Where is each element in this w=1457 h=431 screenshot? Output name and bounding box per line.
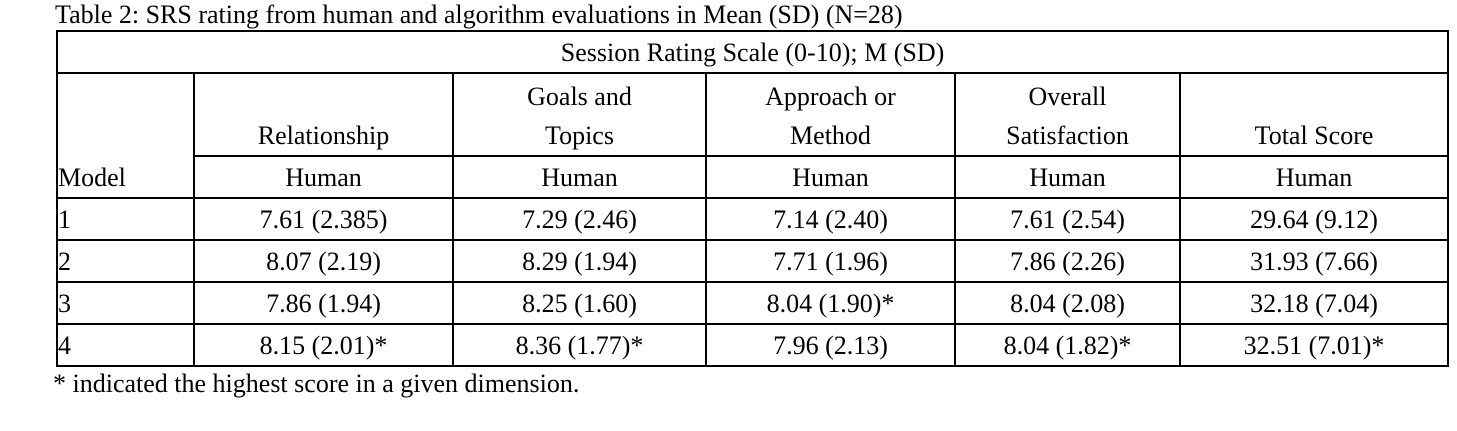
table-body: Session Rating Scale (0-10); M (SD) Mode…	[55, 30, 1450, 367]
value-cell: 7.29 (2.46)	[452, 197, 707, 241]
column-header: Approach or Method	[705, 72, 956, 157]
value-cell: 7.96 (2.13)	[705, 323, 956, 367]
value-cell: 32.18 (7.04)	[1178, 281, 1450, 325]
row-header: Model	[56, 72, 195, 199]
note: * indicated the highest score in a given…	[53, 369, 580, 398]
subheader: Human	[705, 155, 956, 199]
subheader: Human	[452, 155, 707, 199]
group-header-row: Session Rating Scale (0-10); M (SD)	[55, 30, 1450, 74]
value-cell: 8.29 (1.94)	[452, 239, 707, 283]
model-cell: 3	[56, 281, 195, 325]
value-cell: 7.86 (2.26)	[954, 239, 1181, 283]
group-header: Session Rating Scale (0-10); M (SD)	[55, 30, 1450, 74]
model-cell: 2	[56, 239, 195, 283]
data-row: 2 8.07 (2.19) 8.29 (1.94) 7.71 (1.96) 7.86 (…	[56, 239, 1450, 283]
value-cell: 8.36 (1.77)*	[452, 323, 707, 367]
table: Session Rating Scale (0-10); M (SD) Mode…	[55, 30, 1450, 367]
column-header: Goals and Topics	[452, 72, 707, 157]
column-header-text: Total Score	[1254, 121, 1374, 150]
value-cell: 8.04 (1.90)*	[705, 281, 956, 325]
value-cell: 31.93 (7.66)	[1178, 239, 1450, 283]
column-header-text: Goals and Topics	[527, 82, 632, 150]
value-cell: 7.71 (1.96)	[705, 239, 956, 283]
value-cell: 7.61 (2.385)	[193, 197, 454, 241]
value-cell: 8.04 (1.82)*	[954, 323, 1181, 367]
column-header-text: Relationship	[257, 121, 390, 150]
subheader: Human	[1178, 155, 1450, 199]
data-row: 4 8.15 (2.01)* 8.36 (1.77)* 7.96 (2.13) 8.04…	[56, 323, 1450, 367]
column-header-text: Overall Satisfaction	[1006, 82, 1129, 150]
data-row: 1 7.61 (2.385) 7.29 (2.46) 7.14 (2.40) 7.61 …	[56, 197, 1450, 241]
value-cell: 8.25 (1.60)	[452, 281, 707, 325]
value-cell: 7.86 (1.94)	[193, 281, 454, 325]
value-cell: 8.15 (2.01)*	[193, 323, 454, 367]
data-row: 3 7.86 (1.94) 8.25 (1.60) 8.04 (1.90)* 8.04 …	[56, 281, 1450, 325]
value-cell: 8.07 (2.19)	[193, 239, 454, 283]
value-cell: 32.51 (7.01)*	[1178, 323, 1450, 367]
value-cell: 29.64 (9.12)	[1178, 197, 1450, 241]
subheader: Human	[193, 155, 454, 199]
caption: Table 2: SRS rating from human and algor…	[55, 0, 903, 29]
column-header: Relationship	[193, 72, 454, 157]
subheader-row: Human Human Human Human Human	[57, 155, 1450, 199]
column-header-row: Model Relationship Goals and Topics Approac…	[56, 72, 1450, 199]
value-cell: 7.14 (2.40)	[705, 197, 956, 241]
column-header: Total Score	[1178, 72, 1450, 157]
model-cell: 1	[56, 197, 195, 241]
value-cell: 7.61 (2.54)	[954, 197, 1181, 241]
value-cell: 8.04 (2.08)	[954, 281, 1181, 325]
column-header: Overall Satisfaction	[954, 72, 1181, 157]
column-header-text: Approach or Method	[765, 82, 896, 150]
model-cell: 4	[56, 323, 195, 367]
subheader: Human	[954, 155, 1181, 199]
